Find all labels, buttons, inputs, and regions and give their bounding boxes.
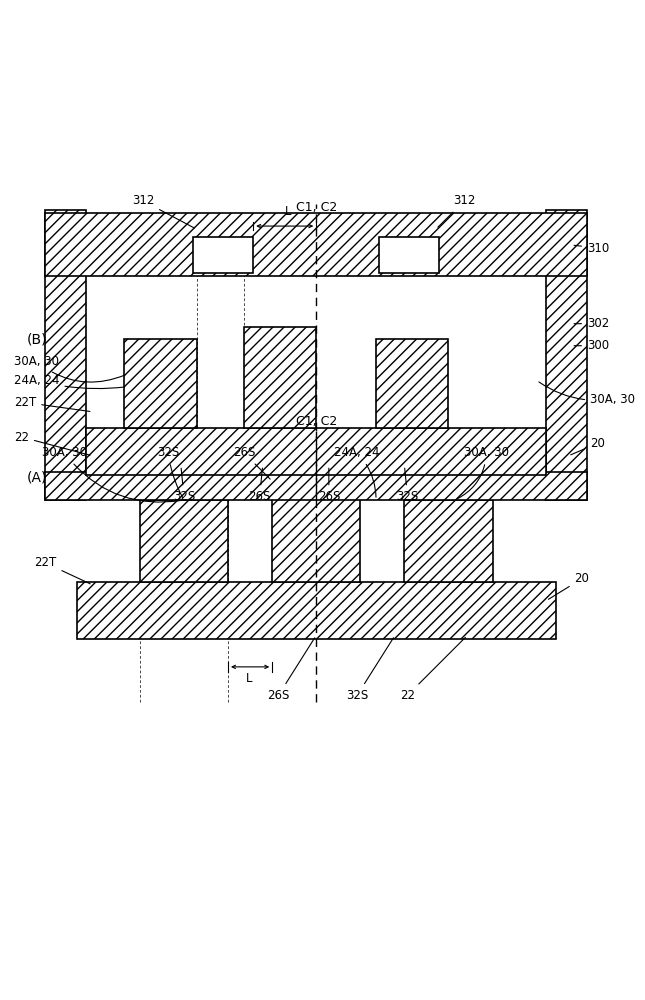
Text: 32S: 32S <box>157 446 183 498</box>
Text: 24A, 24: 24A, 24 <box>334 446 380 497</box>
Text: 24A, 24: 24A, 24 <box>14 374 124 389</box>
FancyBboxPatch shape <box>45 210 86 500</box>
Text: (A): (A) <box>26 471 47 485</box>
FancyBboxPatch shape <box>45 472 587 500</box>
Text: 300: 300 <box>574 339 609 352</box>
Text: 32S: 32S <box>397 468 419 503</box>
FancyBboxPatch shape <box>379 237 439 273</box>
Text: 20: 20 <box>548 572 590 599</box>
Text: 20: 20 <box>571 437 605 455</box>
Text: L: L <box>284 205 291 218</box>
Text: 22T: 22T <box>34 556 90 584</box>
Text: 26S: 26S <box>233 446 270 479</box>
Text: L: L <box>246 672 252 685</box>
Text: 22: 22 <box>400 637 466 702</box>
Text: 312: 312 <box>438 194 475 227</box>
FancyBboxPatch shape <box>45 213 587 276</box>
Text: 30A, 30: 30A, 30 <box>42 446 181 502</box>
Text: 302: 302 <box>574 317 610 330</box>
Text: 32S: 32S <box>173 468 195 503</box>
FancyBboxPatch shape <box>86 428 546 475</box>
Text: 26S: 26S <box>248 468 271 503</box>
Text: 26S: 26S <box>267 638 315 702</box>
FancyBboxPatch shape <box>376 339 448 428</box>
FancyBboxPatch shape <box>77 582 555 639</box>
FancyBboxPatch shape <box>194 237 253 273</box>
FancyBboxPatch shape <box>140 500 228 582</box>
Text: 32S: 32S <box>346 638 393 702</box>
Text: 22: 22 <box>14 431 90 455</box>
Text: 26S: 26S <box>317 468 340 503</box>
FancyBboxPatch shape <box>272 481 361 582</box>
Text: (B): (B) <box>26 332 47 346</box>
Text: 310: 310 <box>574 242 610 255</box>
Text: 30A, 30: 30A, 30 <box>14 355 124 382</box>
FancyBboxPatch shape <box>404 500 493 582</box>
Text: 312: 312 <box>132 194 194 228</box>
Text: 30A, 30: 30A, 30 <box>457 446 509 499</box>
Text: 30A, 30: 30A, 30 <box>539 382 635 406</box>
Text: 22T: 22T <box>14 396 90 411</box>
FancyBboxPatch shape <box>124 339 197 428</box>
FancyBboxPatch shape <box>546 210 587 500</box>
Text: C1, C2: C1, C2 <box>295 201 337 214</box>
Text: C1, C2: C1, C2 <box>295 415 337 428</box>
FancyBboxPatch shape <box>244 327 316 428</box>
